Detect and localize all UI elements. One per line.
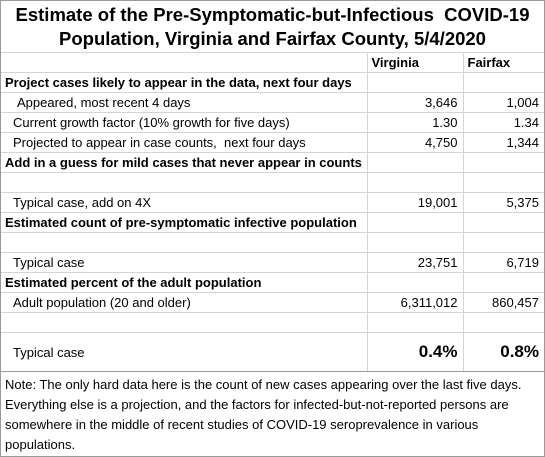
section-heading: Add in a guess for mild cases that never…: [1, 152, 367, 173]
blank-cell: [462, 212, 544, 233]
blank-cell: [1, 52, 367, 73]
row: Appeared, most recent 4 days 3,646 1,004: [1, 92, 544, 113]
blank-cell: [366, 72, 463, 93]
blank-cell: [1, 232, 367, 253]
row: Typical case, add on 4X 19,001 5,375: [1, 192, 544, 213]
title-line: Population, Virginia and Fairfax County,…: [59, 28, 486, 49]
blank-cell: [366, 272, 463, 293]
title-line: Estimate of the Pre-Symptomatic-but-Infe…: [15, 4, 530, 25]
row-label: Typical case: [1, 332, 367, 371]
blank-cell: [366, 172, 463, 193]
row-label: Typical case, add on 4X: [1, 192, 367, 213]
row: [1, 312, 544, 333]
blank-cell: [366, 232, 463, 253]
blank-cell: [462, 272, 544, 293]
value-cell: 1,004: [462, 92, 544, 113]
value-cell: 19,001: [366, 192, 463, 213]
title: Estimate of the Pre-Symptomatic-but-Infe…: [1, 1, 544, 52]
value-cell: 0.8%: [462, 332, 544, 371]
blank-cell: [462, 172, 544, 193]
row-label: Appeared, most recent 4 days: [1, 92, 367, 113]
row: Adult population (20 and older) 6,311,012…: [1, 292, 544, 313]
row: Current growth factor (10% growth for fi…: [1, 112, 544, 133]
blank-cell: [366, 152, 463, 173]
value-cell: 1,344: [462, 132, 544, 153]
row: Typical case 0.4% 0.8%: [1, 332, 544, 371]
value-cell: 5,375: [462, 192, 544, 213]
blank-cell: [366, 312, 463, 333]
blank-cell: [462, 232, 544, 253]
value-cell: 23,751: [366, 252, 463, 273]
value-cell: 1.34: [462, 112, 544, 133]
column-header: Virginia: [366, 52, 463, 73]
row: [1, 232, 544, 253]
section-heading: Estimated count of pre-symptomatic infec…: [1, 212, 367, 233]
note: Note: The only hard data here is the cou…: [1, 371, 544, 456]
value-cell: 6,311,012: [366, 292, 463, 313]
row-label: Adult population (20 and older): [1, 292, 367, 313]
row: Projected to appear in case counts, next…: [1, 132, 544, 153]
row: Virginia Fairfax: [1, 52, 544, 73]
row: Estimated percent of the adult populatio…: [1, 272, 544, 293]
row-label: Typical case: [1, 252, 367, 273]
value-cell: 6,719: [462, 252, 544, 273]
row: [1, 172, 544, 193]
section-heading: Estimated percent of the adult populatio…: [1, 272, 367, 293]
section-heading: Project cases likely to appear in the da…: [1, 72, 367, 93]
blank-cell: [462, 152, 544, 173]
row-label: Projected to appear in case counts, next…: [1, 132, 367, 153]
value-cell: 3,646: [366, 92, 463, 113]
column-header: Fairfax: [462, 52, 544, 73]
blank-cell: [462, 312, 544, 333]
table: Virginia Fairfax Project cases likely to a…: [1, 52, 544, 371]
blank-cell: [1, 172, 367, 193]
value-cell: 4,750: [366, 132, 463, 153]
row: Typical case 23,751 6,719: [1, 252, 544, 273]
row: Project cases likely to appear in the da…: [1, 72, 544, 93]
value-cell: 860,457: [462, 292, 544, 313]
blank-cell: [1, 312, 367, 333]
value-cell: 1.30: [366, 112, 463, 133]
value-cell: 0.4%: [366, 332, 463, 371]
row-label: Current growth factor (10% growth for fi…: [1, 112, 367, 133]
blank-cell: [366, 212, 463, 233]
blank-cell: [462, 72, 544, 93]
row: Estimated count of pre-symptomatic infec…: [1, 212, 544, 233]
row: Add in a guess for mild cases that never…: [1, 152, 544, 173]
